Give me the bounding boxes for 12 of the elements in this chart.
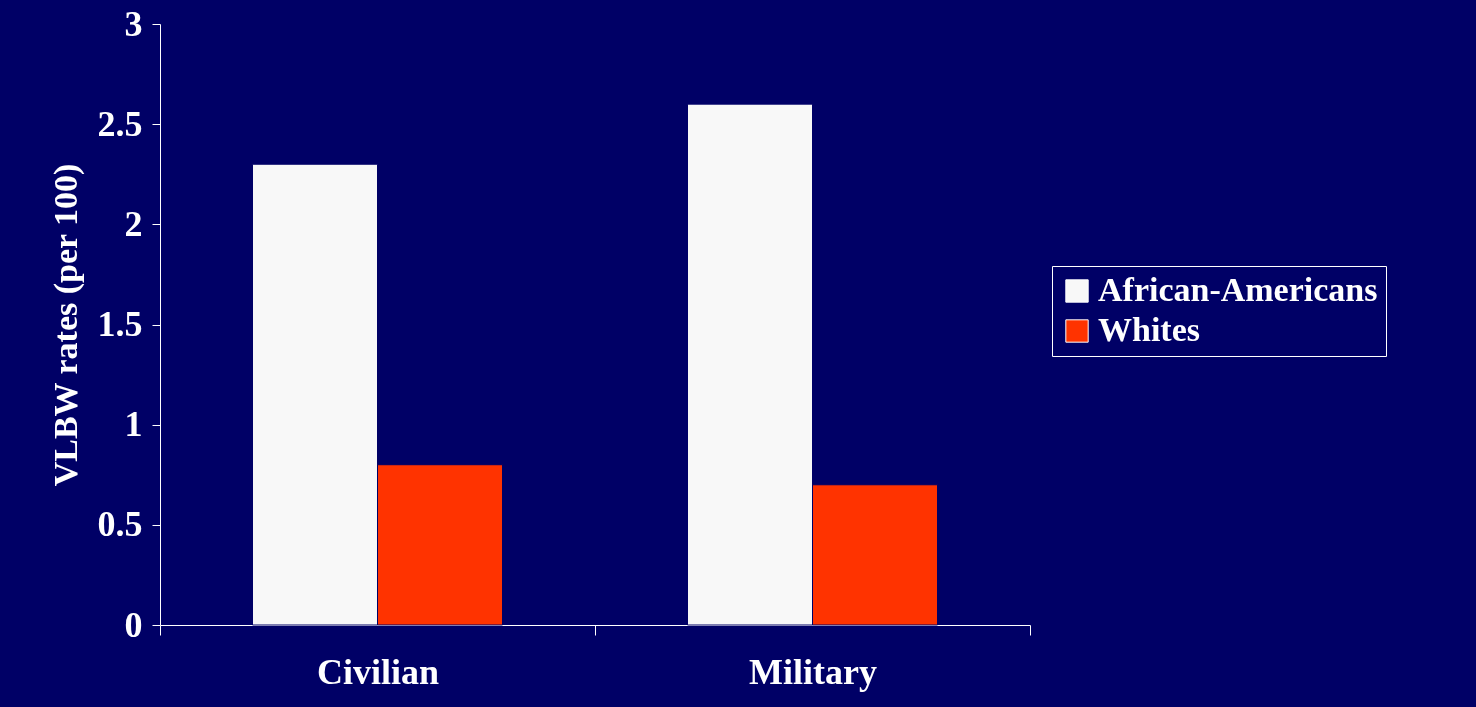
x-tick-label: Military xyxy=(749,651,877,692)
y-tick-label: 1 xyxy=(124,404,143,445)
y-tick-label: 2.5 xyxy=(97,103,143,144)
y-tick-label: 0.5 xyxy=(97,504,143,545)
legend-label: African-Americans xyxy=(1098,271,1378,308)
x-tick-label: Civilian xyxy=(316,651,440,692)
y-tick-label: 0 xyxy=(124,604,143,645)
y-axis-title: VLBW rates (per 100) xyxy=(46,163,85,487)
y-tick-label: 3 xyxy=(124,3,143,44)
legend-label: Whites xyxy=(1098,311,1200,348)
y-tick-label: 1.5 xyxy=(97,304,143,344)
y-tick-label: 2 xyxy=(124,203,143,244)
